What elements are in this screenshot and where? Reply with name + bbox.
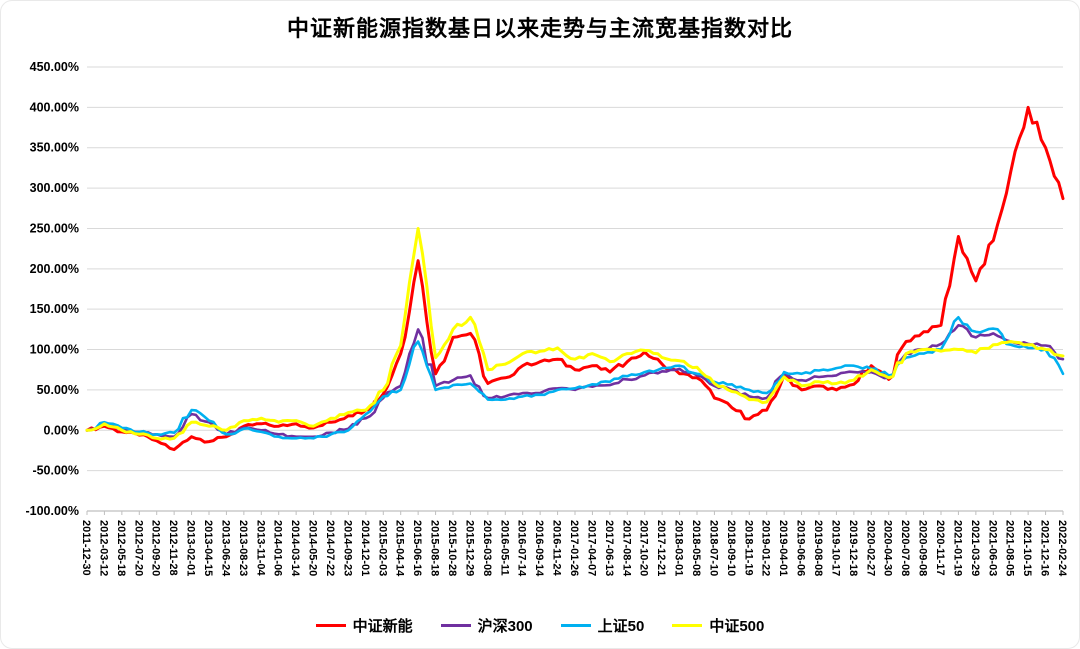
x-tick-label: 2014-03-14	[289, 520, 301, 577]
x-tick-label: 2012-07-20	[132, 520, 144, 576]
y-tick-label: 150.00%	[30, 302, 79, 316]
x-tick-label: 2018-03-01	[673, 520, 685, 576]
y-axis-labels: 450.00% 400.00% 350.00% 300.00% 250.00% 200.0…	[25, 60, 79, 518]
x-tick-label: 2022-02-24	[1056, 520, 1068, 577]
legend-label: 中证500	[709, 618, 765, 635]
x-tick-label: 2014-07-22	[324, 520, 336, 576]
x-tick-label: 2020-11-17	[934, 520, 946, 576]
x-tick-label: 2013-06-24	[219, 520, 231, 577]
x-tick-label: 2018-09-10	[725, 520, 737, 576]
x-tick-label: 2019-12-18	[847, 520, 859, 576]
legend-item: 沪深300	[440, 615, 533, 636]
x-tick-label: 2016-07-14	[516, 520, 528, 577]
x-axis	[86, 510, 1064, 515]
x-tick-label: 2019-08-08	[812, 520, 824, 576]
x-tick-label: 2013-11-04	[254, 520, 266, 577]
chart-title: 中证新能源指数基日以来走势与主流宽基指数对比	[286, 16, 793, 41]
x-tick-label: 2021-08-05	[1004, 520, 1016, 576]
x-tick-label: 2017-12-21	[655, 520, 667, 576]
y-tick-label: 0.00%	[44, 423, 79, 437]
x-tick-label: 2017-04-07	[585, 520, 597, 576]
x-tick-label: 2016-09-14	[533, 520, 545, 577]
x-tick-label: 2021-12-16	[1039, 520, 1051, 576]
x-tick-label: 2015-02-03	[376, 520, 388, 576]
x-tick-label: 2021-06-03	[986, 520, 998, 576]
x-tick-label: 2016-05-11	[498, 520, 510, 576]
legend-swatch	[560, 623, 591, 628]
y-tick-label: -50.00%	[32, 464, 79, 478]
x-tick-label: 2013-02-01	[185, 520, 197, 576]
x-tick-label: 2016-03-08	[481, 520, 493, 576]
x-tick-label: 2021-01-19	[951, 520, 963, 576]
y-tick-label: 250.00%	[30, 221, 79, 235]
series-line-1	[85, 324, 1065, 439]
x-tick-label: 2017-08-14	[620, 520, 632, 577]
x-axis-labels: 2011-12-30 2012-03-12 2012-05-18 2012-07-20…	[80, 520, 1068, 577]
legend-swatch	[315, 623, 346, 628]
legend-label: 中证新能	[352, 618, 413, 635]
y-tick-label: -100.00%	[25, 504, 79, 518]
x-tick-label: 2014-09-23	[341, 520, 353, 576]
x-tick-label: 2020-02-27	[864, 520, 876, 576]
x-tick-label: 2013-08-23	[237, 520, 249, 576]
x-tick-label: 2019-10-17	[829, 520, 841, 576]
x-tick-label: 2020-04-30	[882, 520, 894, 576]
x-tick-label: 2015-04-14	[394, 520, 406, 577]
x-tick-label: 2018-05-08	[690, 520, 702, 576]
x-tick-label: 2016-11-24	[551, 520, 563, 577]
x-tick-label: 2019-04-01	[777, 520, 789, 576]
x-tick-label: 2014-05-20	[307, 520, 319, 576]
y-tick-label: 100.00%	[30, 343, 79, 357]
x-tick-label: 2015-12-29	[463, 520, 475, 576]
y-tick-label: 200.00%	[30, 262, 79, 276]
x-tick-label: 2011-12-30	[80, 520, 92, 576]
legend-swatch	[440, 623, 471, 628]
x-tick-label: 2014-12-01	[359, 520, 371, 576]
legend-swatch	[672, 623, 703, 628]
trend-line-chart: 450.00% 400.00% 350.00% 300.00% 250.00% 200.0…	[25, 60, 1068, 577]
y-tick-label: 450.00%	[30, 60, 79, 74]
y-tick-label: 50.00%	[37, 383, 79, 397]
x-tick-label: 2015-06-16	[411, 520, 423, 576]
series-line-3	[85, 227, 1065, 441]
x-tick-label: 2017-01-26	[568, 520, 580, 576]
legend-item: 上证50	[560, 615, 645, 636]
x-tick-label: 2012-05-18	[115, 520, 127, 576]
x-tick-label: 2015-10-28	[446, 520, 458, 576]
y-tick-label: 400.00%	[30, 100, 79, 114]
x-tick-label: 2012-09-20	[150, 520, 162, 576]
x-tick-label: 2019-01-22	[760, 520, 772, 576]
gridlines	[87, 66, 1063, 512]
legend-label: 沪深300	[477, 618, 533, 635]
x-tick-label: 2012-11-28	[167, 520, 179, 576]
x-tick-label: 2013-04-15	[202, 520, 214, 576]
x-tick-label: 2014-01-06	[272, 520, 284, 576]
legend-item: 中证新能	[315, 615, 413, 636]
legend-item: 中证500	[672, 615, 764, 636]
y-tick-label: 350.00%	[30, 141, 79, 155]
x-tick-label: 2015-08-18	[429, 520, 441, 576]
legend: 中证新能 沪深300 上证50 中证500	[1, 615, 1079, 636]
y-tick-label: 300.00%	[30, 181, 79, 195]
series-line-0	[85, 105, 1065, 452]
x-tick-label: 2020-09-08	[917, 520, 929, 576]
x-tick-label: 2021-03-29	[969, 520, 981, 576]
x-tick-label: 2017-10-20	[638, 520, 650, 576]
x-tick-label: 2019-06-06	[795, 520, 807, 576]
legend-label: 上证50	[597, 618, 645, 635]
x-tick-label: 2018-07-10	[707, 520, 719, 576]
x-tick-label: 2012-03-12	[97, 520, 109, 576]
x-tick-label: 2021-10-15	[1021, 520, 1033, 576]
x-tick-label: 2018-11-19	[742, 520, 754, 576]
x-tick-label: 2017-06-13	[603, 520, 615, 576]
x-tick-label: 2020-07-08	[899, 520, 911, 576]
